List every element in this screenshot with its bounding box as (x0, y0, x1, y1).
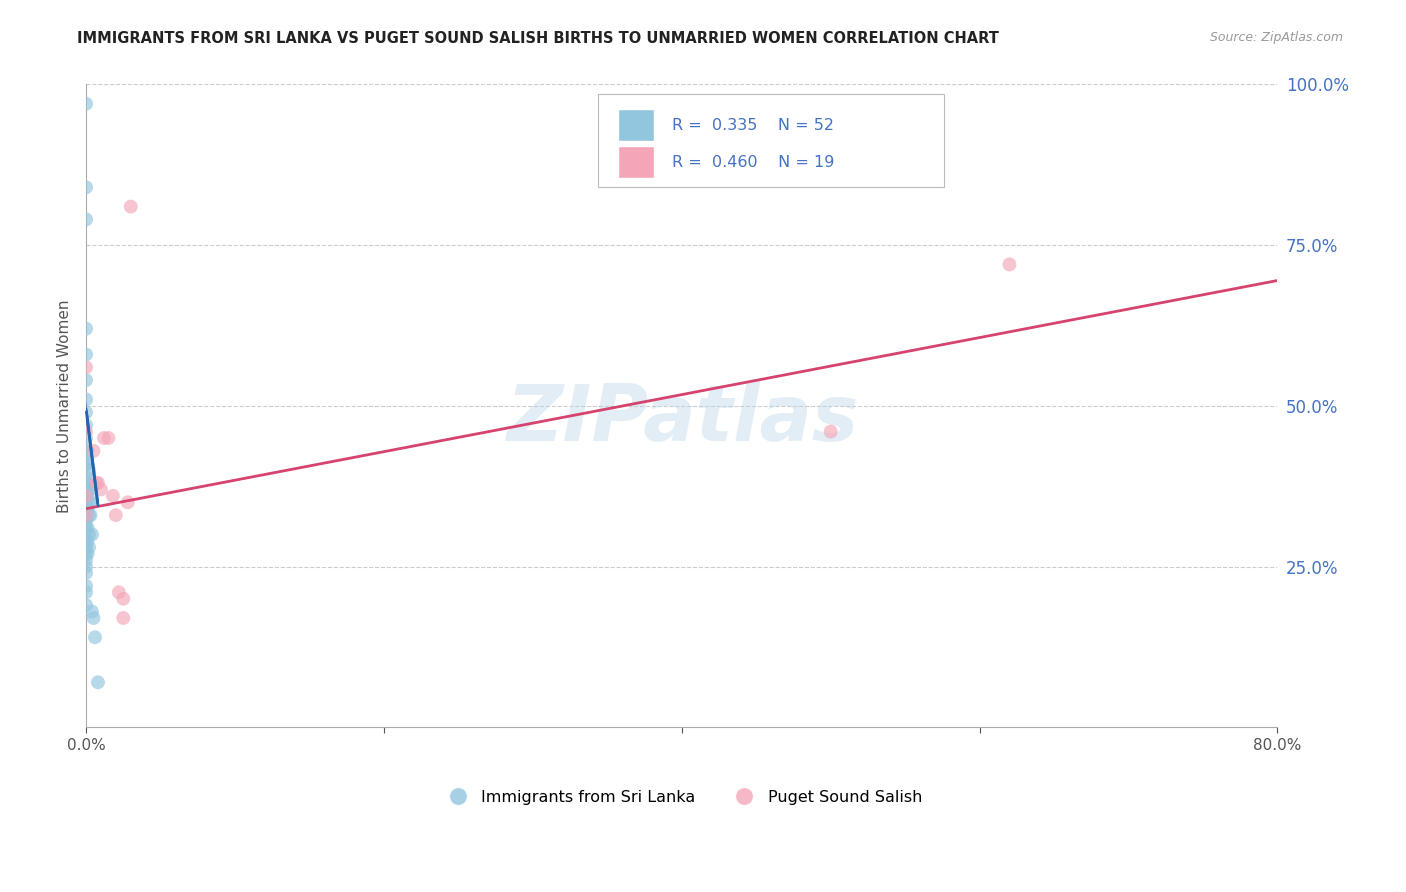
Point (79, 483, 101, 497)
Bar (619, 110, 654, 141)
Point (75, 212, 97, 227)
Point (79, 495, 101, 509)
Point (75, 360, 97, 375)
Point (75, 469, 97, 483)
FancyBboxPatch shape (599, 94, 943, 187)
Point (80, 527, 103, 541)
Point (84, 630, 107, 644)
Point (75, 475, 97, 490)
Point (75, 431, 97, 445)
Point (77, 508, 100, 523)
Point (75, 533, 97, 548)
Y-axis label: Births to Unmarried Women: Births to Unmarried Women (58, 299, 72, 513)
Point (86, 475, 108, 490)
Point (77, 527, 100, 541)
Point (117, 495, 139, 509)
Point (76, 533, 98, 548)
Point (75, 373, 97, 387)
Point (75, 541, 97, 555)
Point (112, 591, 135, 606)
Point (75, 96, 97, 111)
Point (75, 425, 97, 439)
Point (75, 521, 97, 535)
Point (76, 443, 98, 458)
Point (75, 495, 97, 509)
Point (75, 483, 97, 497)
Bar (619, 147, 654, 178)
Point (76, 521, 98, 535)
Point (112, 611, 135, 625)
Point (75, 579, 97, 593)
Point (87, 475, 110, 490)
Point (76, 501, 98, 516)
Point (75, 508, 97, 523)
Point (75, 598, 97, 612)
Text: IMMIGRANTS FROM SRI LANKA VS PUGET SOUND SALISH BIRTHS TO UNMARRIED WOMEN CORREL: IMMIGRANTS FROM SRI LANKA VS PUGET SOUND… (77, 31, 1000, 46)
Point (80, 605, 103, 619)
Point (108, 585, 131, 599)
Point (75, 508, 97, 523)
Point (75, 347, 97, 361)
Point (76, 547, 98, 561)
Point (79, 508, 101, 523)
Text: Source: ZipAtlas.com: Source: ZipAtlas.com (1209, 31, 1343, 45)
Point (75, 547, 97, 561)
Point (75, 405, 97, 419)
Point (76, 489, 98, 503)
Point (998, 257, 1021, 271)
Point (75, 180, 97, 194)
Point (75, 585, 97, 599)
Point (77, 541, 100, 555)
Text: ZIPatlas: ZIPatlas (506, 381, 858, 457)
Point (93, 431, 115, 445)
Point (76, 475, 98, 490)
Point (83, 443, 105, 458)
Point (75, 457, 97, 471)
Point (75, 559, 97, 574)
Point (87, 675, 110, 690)
Point (120, 200, 142, 214)
Point (104, 508, 127, 523)
Point (90, 483, 112, 497)
Point (83, 611, 105, 625)
Point (75, 501, 97, 516)
Point (77, 463, 100, 477)
Text: R =  0.335    N = 52: R = 0.335 N = 52 (672, 118, 834, 133)
Point (75, 489, 97, 503)
Point (101, 489, 124, 503)
Point (76, 457, 98, 471)
Legend: Immigrants from Sri Lanka, Puget Sound Salish: Immigrants from Sri Lanka, Puget Sound S… (436, 783, 928, 811)
Point (75, 566, 97, 580)
Point (77, 483, 100, 497)
Point (75, 443, 97, 458)
Point (77, 495, 100, 509)
Point (820, 425, 842, 439)
Point (75, 515, 97, 529)
Point (75, 553, 97, 567)
Point (75, 322, 97, 336)
Point (75, 392, 97, 407)
Point (97, 431, 120, 445)
Point (75, 489, 97, 503)
Point (75, 418, 97, 433)
Text: R =  0.460    N = 19: R = 0.460 N = 19 (672, 154, 835, 169)
